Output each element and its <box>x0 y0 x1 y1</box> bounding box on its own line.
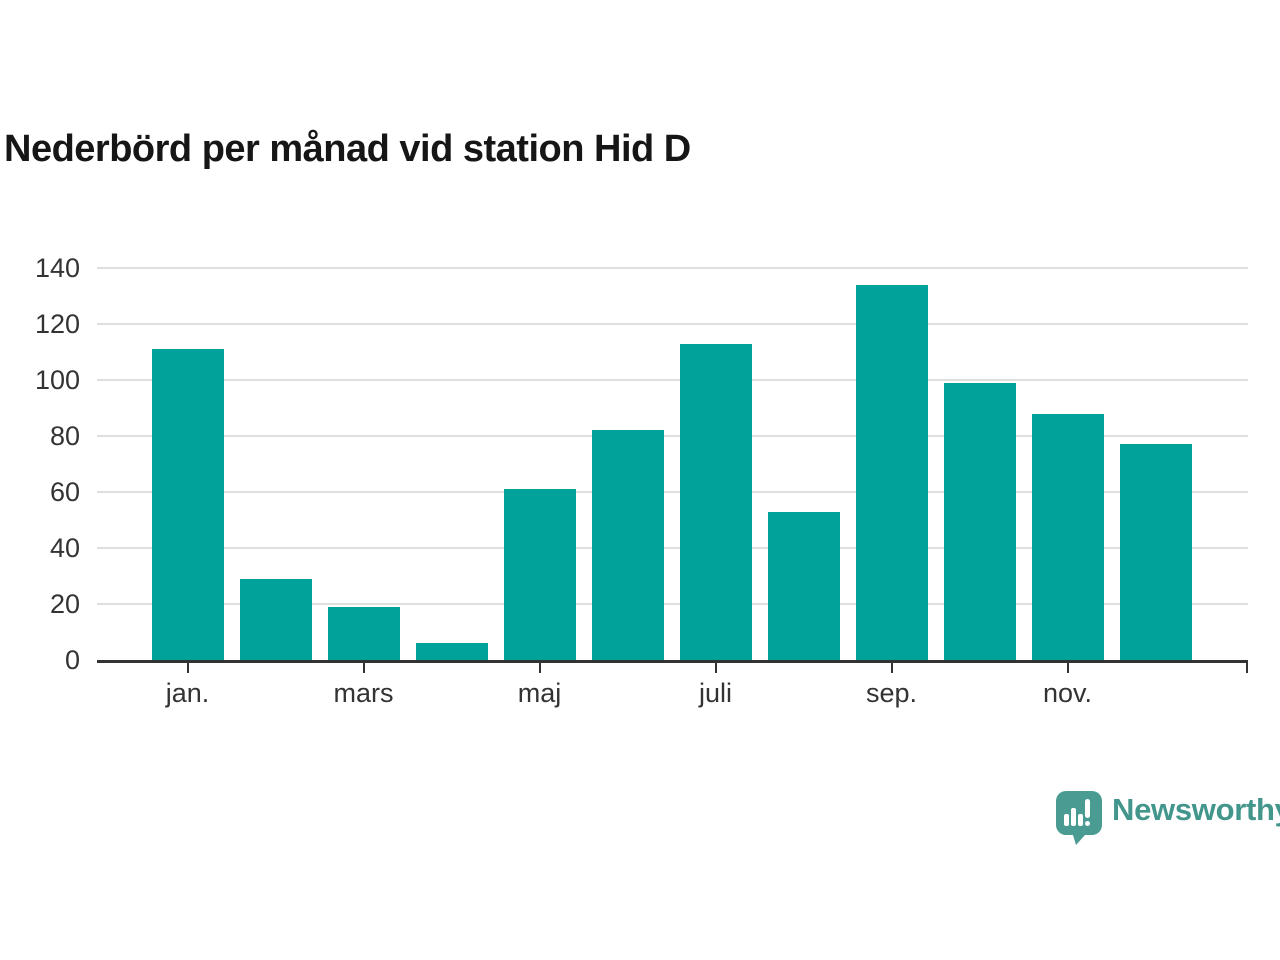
y-axis-tick-label: 20 <box>49 589 80 619</box>
y-axis-tick-label: 60 <box>49 477 80 507</box>
x-axis-tick-label: jan. <box>165 678 210 708</box>
bar-april <box>415 643 488 660</box>
gridline <box>97 323 1248 325</box>
y-axis-tick-label: 140 <box>34 253 80 283</box>
x-axis-tick-label: sep. <box>865 678 918 708</box>
bar-mars <box>327 606 400 660</box>
x-axis-tick-label: juli <box>698 678 732 708</box>
gridline <box>97 379 1248 381</box>
bar-juni <box>591 430 664 660</box>
bar-dec <box>1119 444 1192 660</box>
y-axis-tick-label: 120 <box>34 309 80 339</box>
x-axis-tick-label: nov. <box>1042 678 1093 708</box>
x-axis-tick <box>714 663 717 673</box>
bar-nov <box>1031 413 1104 660</box>
x-axis-tick <box>186 663 189 673</box>
x-axis-line <box>97 660 1248 663</box>
bar-juli <box>679 343 752 660</box>
x-axis-tick-label: mars <box>333 678 394 708</box>
newsworthy-barchart-bubble-icon <box>1056 791 1102 845</box>
bar-jan <box>151 349 224 660</box>
newsworthy-logo: Newsworthy <box>1056 791 1280 845</box>
y-axis-tick-label: 80 <box>49 421 80 451</box>
gridline <box>97 267 1248 269</box>
x-axis-tick <box>1066 663 1069 673</box>
bar-maj <box>503 489 576 660</box>
x-axis-tick <box>538 663 541 673</box>
y-axis-tick-label: 40 <box>49 533 80 563</box>
x-axis-end-tick <box>1246 660 1248 673</box>
y-axis-tick-label: 100 <box>34 365 80 395</box>
x-axis-tick-label: maj <box>517 678 562 708</box>
bar-sep <box>855 284 928 660</box>
gridline <box>97 603 1248 605</box>
bar-aug <box>767 511 840 660</box>
y-axis-tick-label: 0 <box>64 645 80 675</box>
bar-feb <box>239 578 312 660</box>
chart-title: Nederbörd per månad vid station Hid D <box>4 128 691 170</box>
x-axis-tick <box>362 663 365 673</box>
x-axis-tick <box>890 663 893 673</box>
gridline <box>97 547 1248 549</box>
gridline <box>97 435 1248 437</box>
bar-okt <box>943 382 1016 660</box>
gridline <box>97 491 1248 493</box>
newsworthy-wordmark: Newsworthy <box>1112 792 1280 827</box>
